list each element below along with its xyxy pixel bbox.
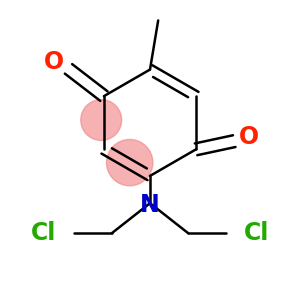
- Text: Cl: Cl: [244, 221, 269, 245]
- Text: O: O: [239, 125, 259, 149]
- Circle shape: [106, 140, 153, 186]
- Text: O: O: [44, 50, 64, 74]
- Text: N: N: [140, 193, 160, 217]
- Text: Cl: Cl: [31, 221, 56, 245]
- Circle shape: [81, 100, 122, 140]
